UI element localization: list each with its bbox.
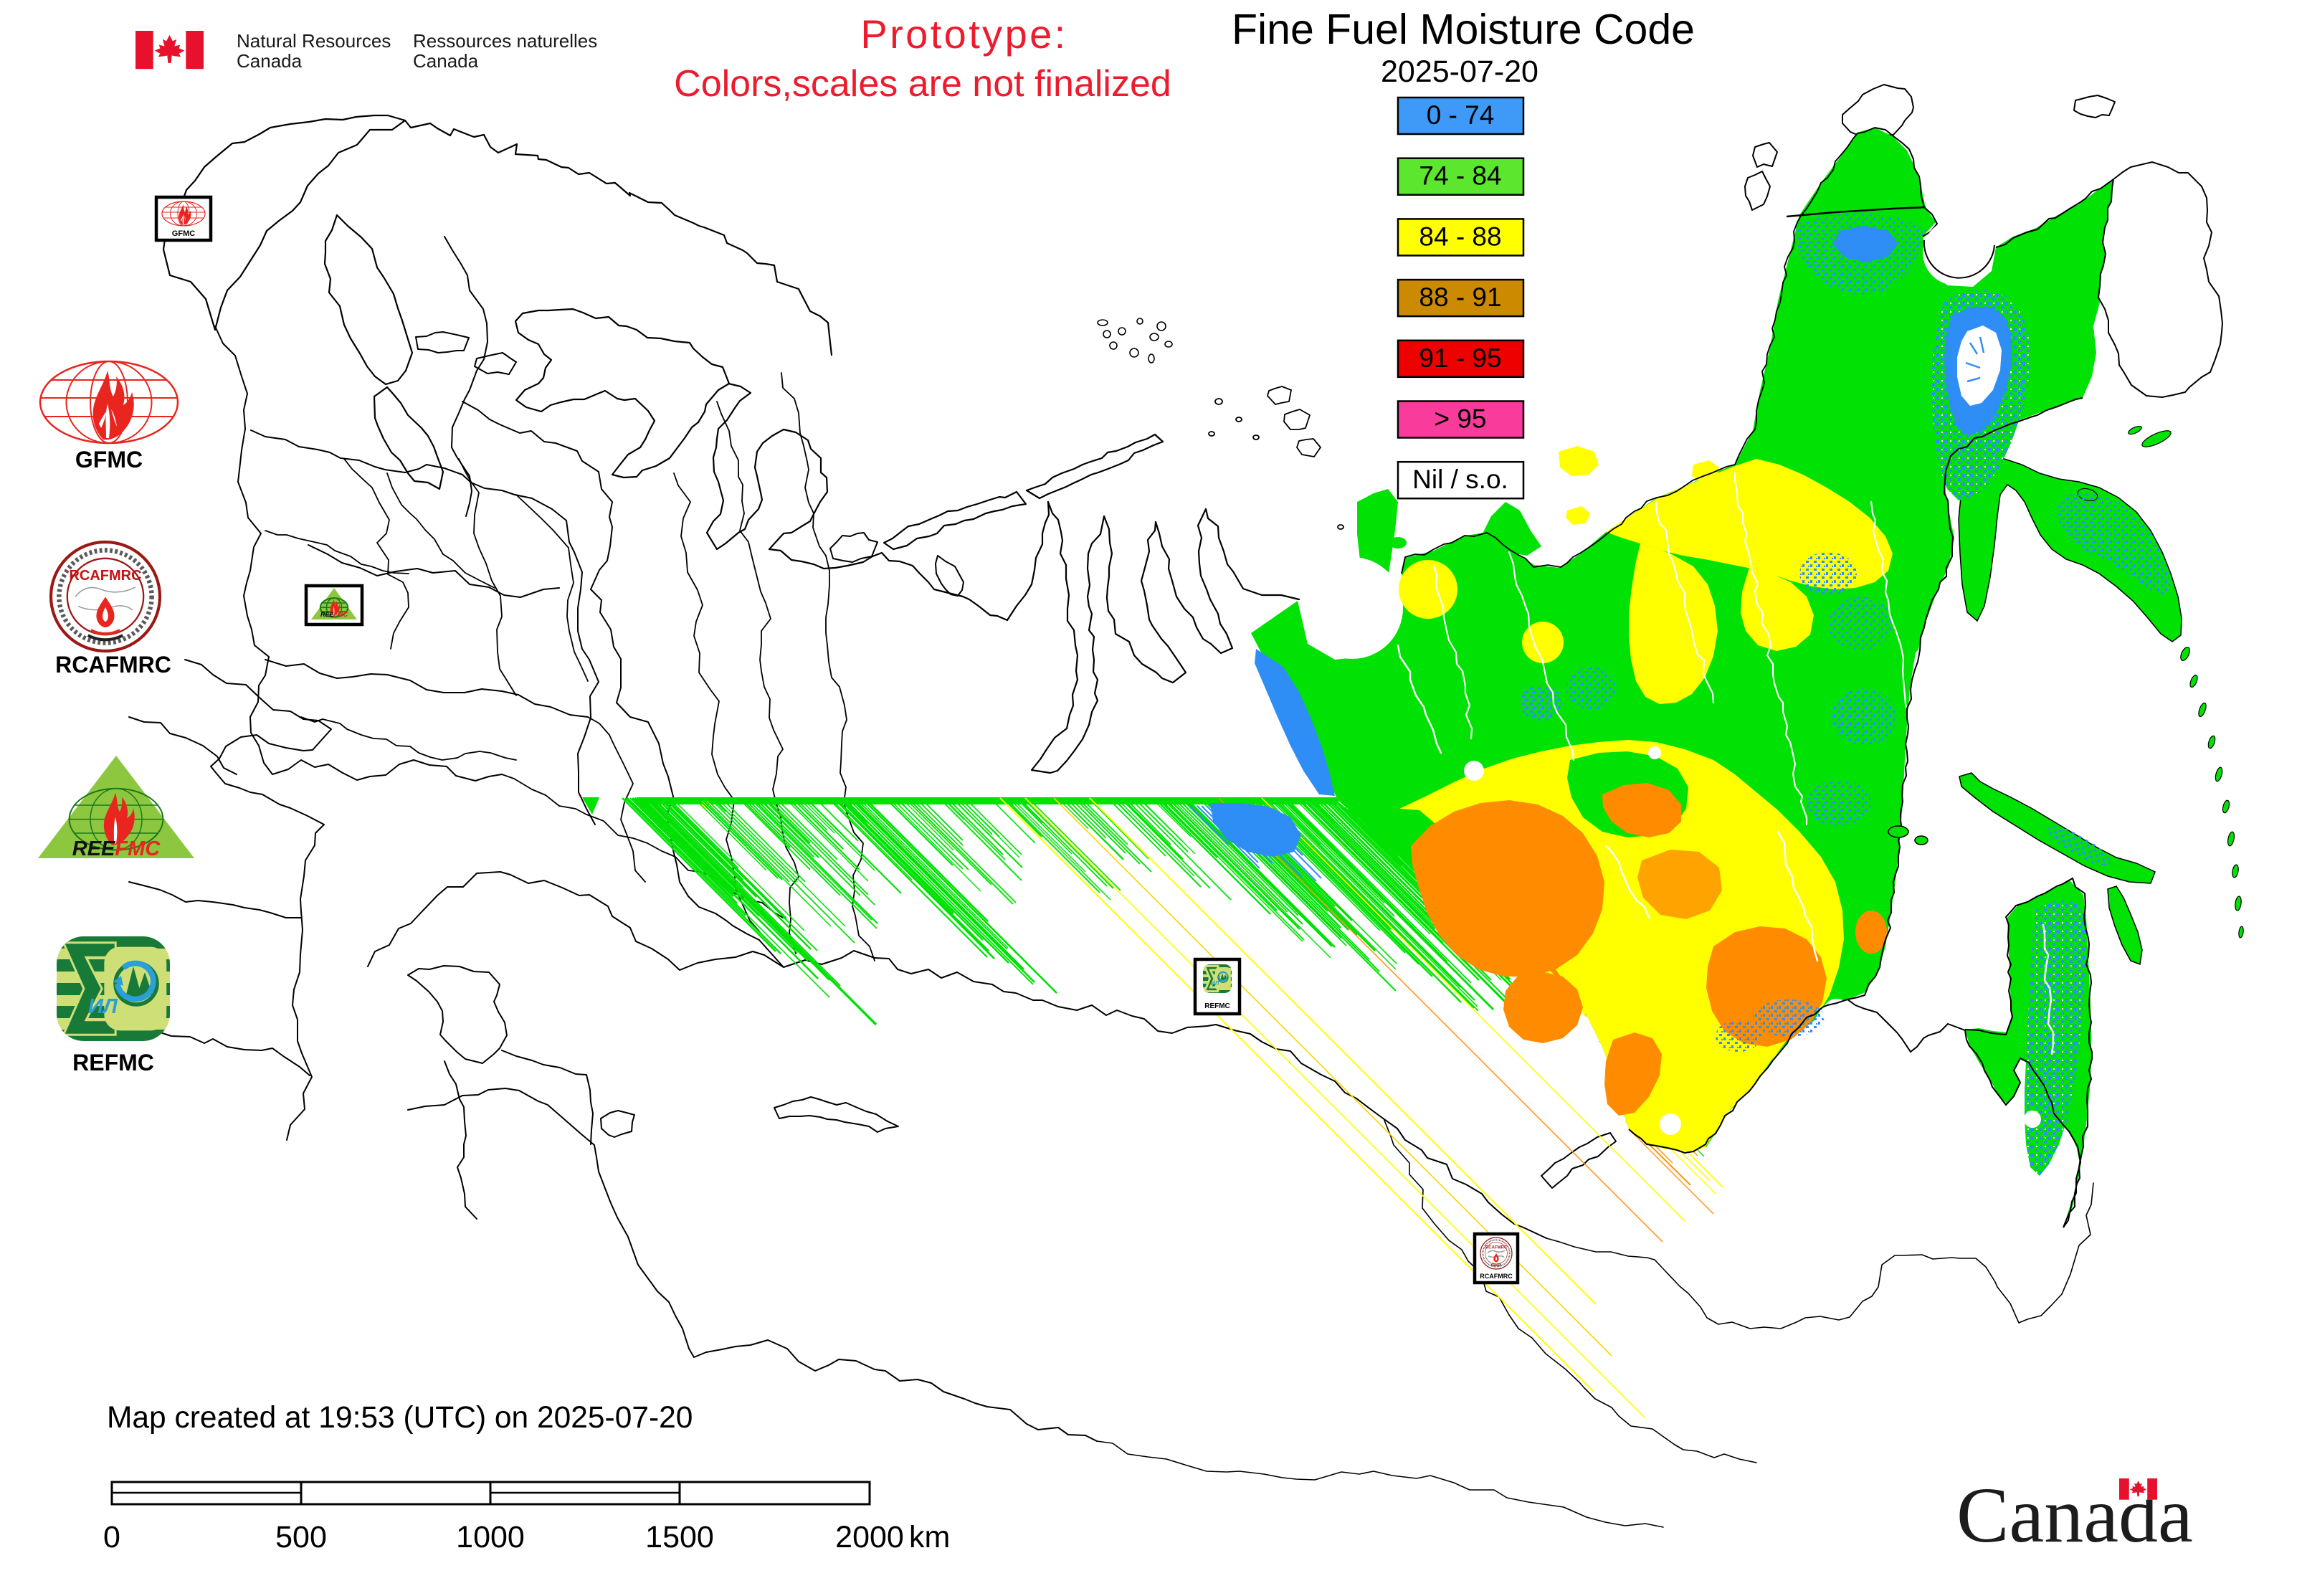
svg-text:ИЛ: ИЛ (88, 995, 118, 1018)
svg-text:Natural Resources: Natural Resources (237, 30, 391, 52)
svg-text:RCAFMRC: RCAFMRC (55, 652, 171, 678)
svg-text:REFMC: REFMC (72, 1050, 154, 1075)
svg-text:2000: 2000 (835, 1520, 904, 1554)
svg-text:REEFMC: REEFMC (320, 611, 348, 618)
svg-text:Prototype:: Prototype: (860, 11, 1067, 57)
svg-text:REFMC: REFMC (1204, 1002, 1230, 1010)
svg-text:GFMC: GFMC (172, 229, 195, 238)
svg-text:RCAFMRC: RCAFMRC (1485, 1245, 1508, 1250)
svg-text:Colors,scales are not finalize: Colors,scales are not finalized (674, 63, 1171, 105)
svg-text:1000: 1000 (456, 1520, 525, 1554)
svg-text:ИЛ: ИЛ (1211, 980, 1219, 987)
svg-text:0 - 74: 0 - 74 (1427, 100, 1495, 130)
svg-text:2025-07-20: 2025-07-20 (1381, 54, 1538, 89)
svg-text:> 95: > 95 (1434, 404, 1486, 434)
svg-text:Fine Fuel Moisture Code: Fine Fuel Moisture Code (1232, 6, 1695, 53)
svg-text:88 - 91: 88 - 91 (1419, 282, 1501, 312)
svg-text:91 - 95: 91 - 95 (1419, 343, 1501, 373)
svg-text:Canada: Canada (237, 50, 303, 72)
svg-text:1500: 1500 (645, 1520, 714, 1554)
svg-text:GFMC: GFMC (75, 447, 143, 472)
svg-text:84 - 88: 84 - 88 (1419, 222, 1501, 251)
svg-text:REEFMC: REEFMC (72, 837, 161, 860)
svg-text:Canada: Canada (413, 50, 479, 72)
svg-text:Canada: Canada (1956, 1471, 2193, 1559)
svg-text:500: 500 (275, 1520, 327, 1554)
svg-text:RCAFMRC: RCAFMRC (1480, 1273, 1513, 1280)
svg-text:Nil / s.o.: Nil / s.o. (1412, 465, 1508, 494)
svg-text:0: 0 (103, 1520, 120, 1554)
svg-text:74 - 84: 74 - 84 (1419, 161, 1501, 191)
svg-text:Ressources naturelles: Ressources naturelles (413, 30, 597, 52)
svg-text:Map created at 19:53 (UTC) on: Map created at 19:53 (UTC) on 2025-07-20 (107, 1401, 693, 1435)
svg-text:RCAFMRC: RCAFMRC (69, 568, 141, 584)
svg-text:km: km (909, 1520, 950, 1554)
